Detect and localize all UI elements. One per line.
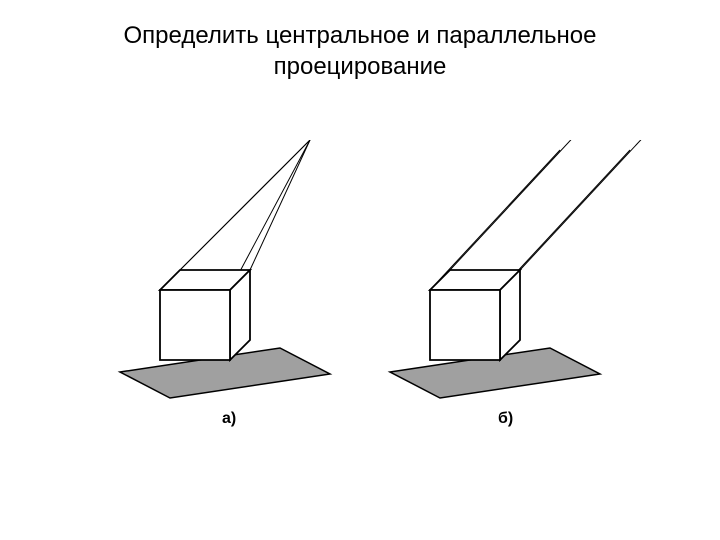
label-a: а)	[222, 410, 236, 428]
diagram-container: а) б)	[0, 140, 720, 440]
title-line-2: проецирование	[0, 51, 720, 82]
title-line-1: Определить центральное и параллельное	[0, 20, 720, 51]
page-title: Определить центральное и параллельное пр…	[0, 0, 720, 82]
projection-diagram	[0, 140, 720, 440]
label-b: б)	[498, 410, 513, 428]
